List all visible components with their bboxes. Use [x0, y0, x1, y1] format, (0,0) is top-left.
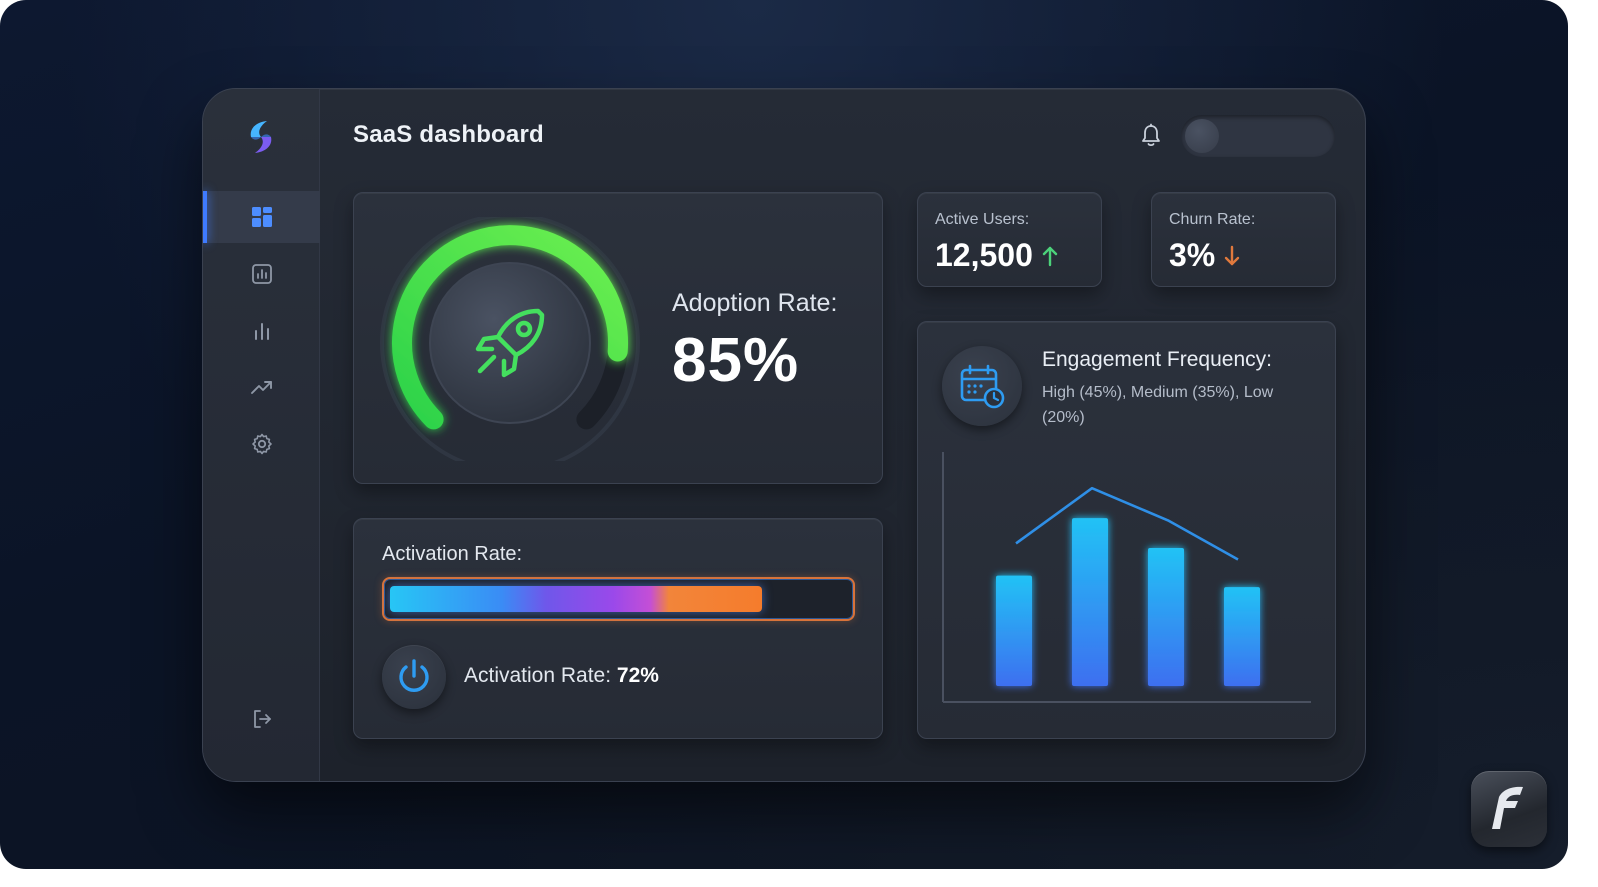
activation-rate-summary-label: Activation Rate: — [464, 664, 612, 687]
chart-bar-2 — [1072, 518, 1108, 686]
chart-trend-line — [1015, 486, 1239, 561]
engagement-frequency-description: High (45%), Medium (35%), Low (20%) — [1042, 384, 1274, 426]
activation-rate-summary: Activation Rate: 72% — [464, 664, 659, 688]
logout-icon — [253, 710, 271, 728]
avatar — [1185, 119, 1219, 153]
active-users-stat: 12,500 — [935, 237, 1059, 274]
activation-progress-fill — [390, 586, 762, 612]
bell-icon — [1142, 123, 1160, 147]
user-profile-toggle[interactable] — [1181, 115, 1335, 157]
sidebar-item-analytics[interactable] — [203, 305, 320, 357]
gauge-arc — [392, 225, 629, 430]
activation-rate-value: 72% — [616, 664, 659, 687]
active-users-value: 12,500 — [935, 237, 1033, 273]
activation-rate-card: Activation Rate: Activation Rate: 72% — [353, 518, 883, 739]
activation-rate-label: Activation Rate: — [382, 543, 523, 565]
engagement-frequency-card: Engagement Frequency: High (45%), Medium… — [917, 321, 1336, 739]
dashboard-window: SaaS dashboard — [202, 88, 1366, 782]
engagement-icon-badge — [942, 346, 1022, 426]
notifications-button[interactable] — [1139, 123, 1163, 149]
adoption-gauge — [380, 217, 640, 461]
chart-bar-4 — [1224, 587, 1260, 686]
churn-rate-value: 3% — [1169, 237, 1216, 273]
arrow-up-icon — [1042, 246, 1058, 266]
brand-logo-icon[interactable] — [245, 119, 277, 155]
activation-progress-bar — [382, 577, 855, 621]
corner-app-logo[interactable] — [1471, 771, 1547, 847]
sidebar-item-dashboard[interactable] — [203, 191, 320, 243]
bar-chart-icon — [254, 323, 269, 340]
brand-mark-icon — [1492, 786, 1523, 829]
rocket-icon — [475, 308, 545, 378]
logout-button[interactable] — [203, 693, 320, 745]
power-icon — [399, 659, 429, 692]
churn-rate-label: Churn Rate: — [1169, 211, 1256, 228]
chart-bar-3 — [1148, 548, 1184, 686]
adoption-rate-card: Adoption Rate: 85% — [353, 192, 883, 484]
calendar-clock-icon — [960, 364, 1005, 409]
screen-background: SaaS dashboard — [0, 0, 1568, 869]
chart-bars — [996, 518, 1260, 686]
sidebar-item-trends[interactable] — [203, 361, 320, 413]
arrow-down-icon — [1225, 245, 1240, 265]
report-icon — [251, 264, 272, 284]
adoption-rate-label: Adoption Rate: — [672, 289, 838, 317]
sidebar-item-reports[interactable] — [203, 248, 320, 300]
chart-bar-1 — [996, 575, 1032, 686]
trend-icon — [250, 381, 272, 394]
settings-gear-icon — [251, 433, 272, 455]
sidebar-item-settings[interactable] — [203, 418, 320, 470]
engagement-frequency-title: Engagement Frequency: — [1042, 348, 1272, 371]
churn-rate-card: Churn Rate: 3% — [1151, 192, 1336, 287]
active-users-label: Active Users: — [935, 211, 1030, 228]
sidebar — [203, 89, 320, 781]
adoption-rate-value: 85% — [672, 326, 800, 395]
active-users-card: Active Users: 12,500 — [917, 192, 1102, 287]
churn-rate-stat: 3% — [1169, 237, 1241, 274]
activation-power-button[interactable] — [382, 645, 446, 709]
engagement-bar-chart — [942, 452, 1311, 703]
dashboard-grid-icon — [251, 207, 272, 227]
page-title: SaaS dashboard — [353, 121, 544, 148]
